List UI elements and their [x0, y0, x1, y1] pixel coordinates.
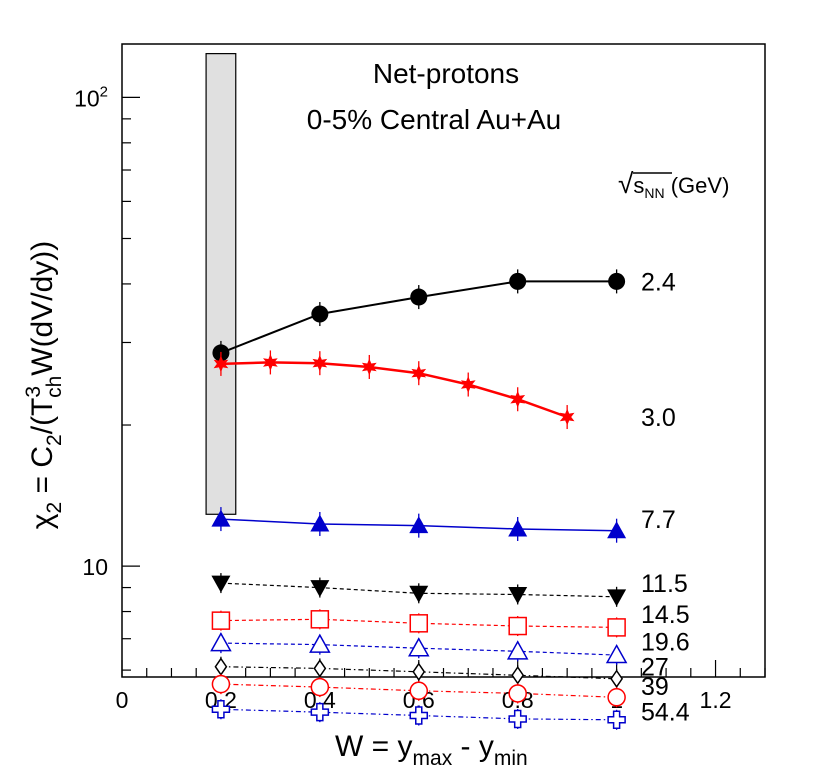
data-point: [211, 575, 231, 593]
data-point: [211, 509, 231, 527]
series-label: 2.4: [641, 268, 676, 296]
data-point: [310, 514, 330, 532]
data-point: [607, 710, 626, 730]
series-label: 7.7: [641, 506, 676, 534]
x-axis-label-mid: - y: [452, 730, 494, 763]
legend-header-s: s: [633, 173, 644, 198]
data-point: [409, 681, 429, 701]
y-tick-label: 10: [82, 554, 108, 580]
series-line: [220, 361, 568, 419]
series-54-4: [211, 699, 626, 730]
data-point: [607, 589, 627, 607]
data-point: [214, 657, 228, 677]
series-39: [211, 674, 626, 708]
chart-title-line2: 0-5% Central Au+Au: [307, 104, 562, 135]
data-point: [361, 358, 377, 376]
series-label: 54.4: [641, 698, 690, 726]
x-axis-label: W = ymax - ymin: [335, 730, 528, 770]
data-point: [411, 364, 427, 382]
data-point: [310, 677, 330, 697]
data-point: [211, 611, 231, 630]
data-point: [211, 700, 231, 719]
data-point: [511, 665, 525, 685]
data-point: [607, 521, 627, 539]
data-point: [506, 640, 529, 660]
data-point: [211, 674, 231, 694]
data-point: [210, 632, 232, 652]
x-tick-label: 0: [116, 687, 129, 713]
data-point: [407, 637, 430, 657]
data-point: [510, 390, 526, 408]
systematic-band: [205, 53, 237, 515]
series-2-4: [212, 269, 626, 365]
series-label: 11.5: [641, 570, 688, 598]
y-axis-label-p1: χ: [26, 513, 59, 529]
legend-header: √sNN (GeV): [618, 168, 729, 201]
data-point: [509, 272, 527, 290]
series-label: 14.5: [641, 601, 690, 629]
y-axis-label-p2: = C: [26, 446, 59, 502]
x-axis-label-main: W = y: [335, 730, 413, 763]
series-7-7: [211, 507, 627, 543]
y-axis-label-p4: W(dV/dy)): [26, 241, 59, 376]
data-point: [409, 706, 429, 725]
data-point: [508, 684, 527, 703]
y-axis-label-s3: ch: [43, 376, 66, 398]
data-point: [263, 353, 278, 371]
data-point: [409, 585, 429, 603]
series-label: 19.6: [641, 629, 690, 657]
y-axis-label: χ2 = C2/(T3chW(dV/dy)): [22, 241, 66, 530]
data-point: [213, 355, 229, 373]
legend-header-unit: (GeV): [665, 173, 730, 198]
legend-header-sub: NN: [644, 185, 664, 201]
y-axis-label-p3: /(T: [26, 398, 59, 435]
data-point: [310, 610, 330, 629]
data-point: [409, 516, 429, 534]
series-3-0: [213, 350, 575, 430]
series-27: [214, 656, 624, 689]
y-axis-label-sup: 3: [22, 386, 45, 398]
data-point: [310, 702, 330, 722]
y-axis-label-s1: 2: [43, 502, 66, 514]
data-point: [607, 618, 626, 637]
x-axis-label-sub1: max: [413, 747, 453, 770]
x-tick-label: 1.2: [700, 687, 732, 713]
data-point: [608, 272, 626, 290]
chart-title-line1: Net-protons: [373, 58, 519, 89]
data-point: [508, 586, 528, 604]
series-line: [220, 666, 617, 680]
data-point: [559, 408, 575, 426]
data-point: [460, 376, 476, 393]
data-point: [605, 644, 628, 664]
x-axis-label-sub2: min: [494, 747, 528, 770]
data-point: [508, 616, 527, 636]
data-point: [610, 669, 624, 689]
y-axis-label-s2: 2: [43, 434, 66, 446]
data-point: [313, 659, 327, 678]
data-point: [310, 580, 330, 598]
series-11-5: [211, 573, 627, 607]
series-label: 3.0: [641, 404, 676, 432]
series-label: 39: [641, 673, 669, 701]
data-point: [508, 709, 527, 729]
data-point: [312, 354, 328, 372]
data-point: [412, 662, 426, 682]
series-19-6: [210, 632, 628, 666]
series-line: [220, 708, 617, 721]
data-point: [410, 288, 428, 306]
series-14-5: [211, 609, 626, 638]
data-point: [607, 688, 626, 707]
data-point: [508, 519, 528, 537]
series-line: [220, 683, 617, 698]
data-point: [309, 633, 331, 653]
data-point: [409, 614, 429, 633]
series-label: 27: [641, 654, 669, 682]
y-tick-label: 102: [74, 83, 108, 111]
legend-header-root: √: [618, 168, 634, 199]
data-point: [311, 305, 329, 323]
